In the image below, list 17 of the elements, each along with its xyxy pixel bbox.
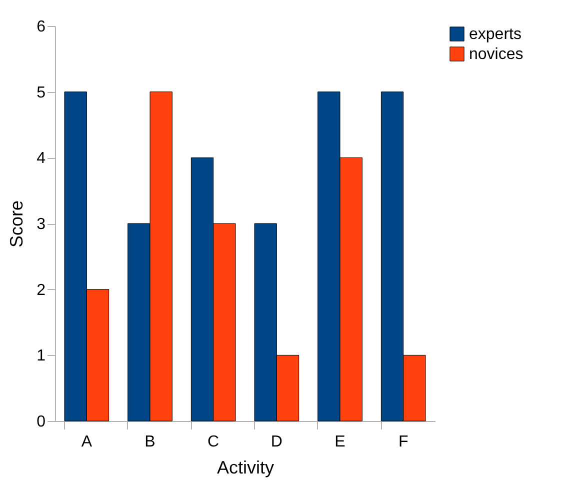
x-tick-label: D: [270, 434, 282, 450]
x-tick-label: F: [398, 434, 408, 450]
y-tick-label: 1: [36, 348, 46, 365]
y-tick-label: 0: [36, 414, 46, 430]
x-tick-label: E: [334, 434, 346, 450]
x-axis-title: Activity: [216, 458, 274, 478]
x-tick-label: C: [208, 434, 220, 450]
x-tick-label: A: [81, 434, 92, 450]
y-tick-label: 3: [36, 216, 46, 233]
y-tick-label: 5: [36, 84, 46, 102]
y-tick-label: 6: [36, 18, 46, 36]
y-tick-label: 4: [36, 150, 46, 168]
legend-label: experts: [469, 26, 522, 43]
y-axis-title: Score: [6, 200, 27, 248]
y-tick-label: 2: [36, 282, 46, 299]
x-tick-label: B: [144, 434, 156, 450]
legend-label: novices: [469, 46, 524, 63]
